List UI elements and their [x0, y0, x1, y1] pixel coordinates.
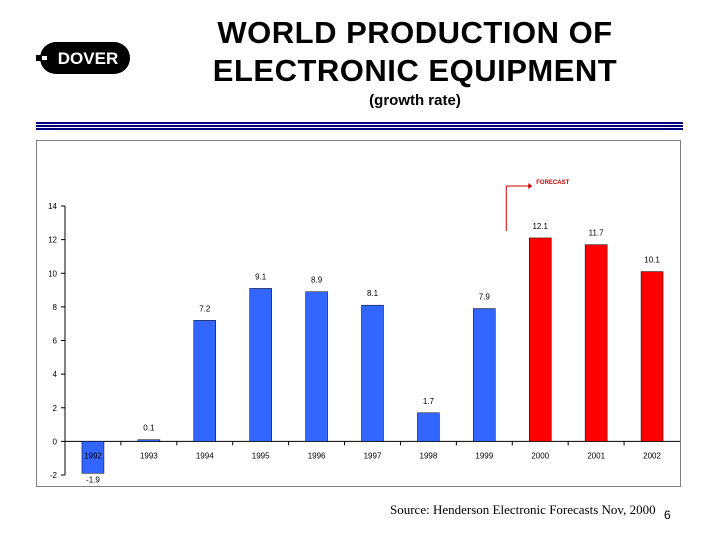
y-tick-label: 10: [48, 269, 57, 278]
title-rule: [36, 122, 683, 130]
y-tick-label: 6: [53, 337, 58, 346]
slide-title: WORLD PRODUCTION OF ELECTRONIC EQUIPMENT: [150, 14, 680, 90]
forecast-annotation: FORECAST: [536, 180, 569, 186]
title-line-1: WORLD PRODUCTION OF: [217, 15, 613, 50]
x-tick-label: 1998: [420, 451, 438, 460]
bar-2001: [584, 244, 608, 442]
bar-1998: [417, 412, 440, 442]
x-tick-label: 1996: [308, 451, 326, 460]
x-tick-label: 1994: [196, 451, 214, 460]
y-tick-label: 14: [48, 202, 57, 211]
data-label: 7.2: [199, 304, 211, 313]
dover-logo: DOVER: [36, 42, 130, 74]
x-tick-label: 1992: [84, 451, 102, 460]
y-tick-label: -2: [50, 471, 58, 480]
bar-2000: [528, 237, 552, 442]
data-label: 9.1: [255, 272, 267, 281]
data-label: 11.7: [589, 229, 605, 238]
x-tick-label: 1993: [140, 451, 158, 460]
bar-1996: [305, 291, 328, 442]
slide-subtitle: (growth rate): [369, 92, 461, 109]
title-line-2: ELECTRONIC EQUIPMENT: [212, 53, 618, 88]
data-label: 10.1: [644, 256, 660, 265]
bar-1992: [81, 441, 105, 474]
x-tick-label: 2001: [587, 451, 605, 460]
data-label: 1.7: [423, 397, 435, 406]
y-tick-label: 4: [53, 370, 58, 379]
bar-chart: -2 0 2 4 6 8 10 12 14 1992 -1.9 1993 0.1 1994 7.2 1995 9…: [48, 180, 680, 484]
x-tick-label: 2000: [531, 451, 549, 460]
data-label: 7.9: [479, 293, 491, 302]
source-note: Source: Henderson Electronic Forecasts N…: [390, 502, 656, 517]
x-tick-label: 2002: [643, 451, 661, 460]
data-label: 8.1: [367, 289, 379, 298]
bar-2002: [640, 271, 664, 442]
data-label: 0.1: [143, 424, 155, 433]
data-label: 8.9: [311, 276, 323, 285]
chart-area: -2 0 2 4 6 8 10 12 14 1992 -1.9 1993 0.1 1994 7.2 1995 9…: [36, 140, 681, 487]
data-label: -1.9: [86, 475, 100, 484]
x-tick-label: 1995: [252, 451, 270, 460]
forecast-arrowhead: [528, 183, 533, 189]
y-tick-label: 0: [53, 437, 58, 446]
y-tick-label: 2: [53, 404, 58, 413]
bar-1999: [473, 308, 496, 442]
x-tick-label: 1997: [364, 451, 382, 460]
data-label: 12.1: [532, 222, 548, 231]
y-tick-label: 12: [48, 236, 57, 245]
bar-1994: [193, 320, 217, 442]
bar-1997: [361, 304, 384, 442]
x-tick-label: 1999: [475, 451, 493, 460]
slide-number: 6: [664, 508, 671, 522]
bar-1995: [249, 288, 272, 442]
y-tick-label: 8: [53, 303, 58, 312]
logo-text: DOVER: [58, 49, 118, 68]
bar-1993: [137, 439, 161, 442]
